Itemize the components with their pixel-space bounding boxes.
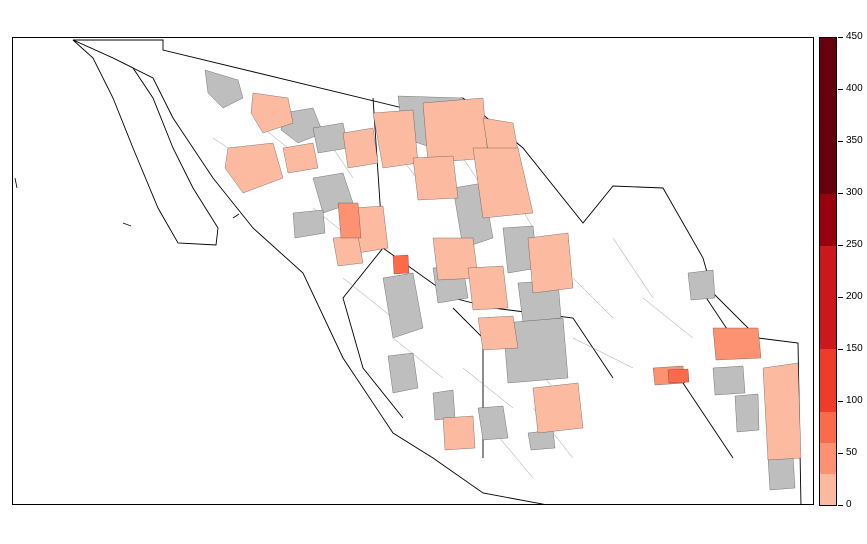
legend-tick-label: 300 [846,187,863,198]
region-shaded [467,265,509,311]
region-shaded [282,142,319,174]
region-missing [432,389,456,421]
legend-bin [820,297,836,350]
region-shaded [477,315,519,351]
region-missing [687,269,716,301]
legend-tick [838,89,843,90]
legend-tick-label: 150 [846,343,863,354]
region-missing [712,365,746,396]
coastline [14,177,240,227]
region-missing [312,122,349,154]
region-shaded [332,235,364,267]
legend-tick-label: 450 [846,31,863,42]
color-legend [819,37,837,506]
region-missing [477,405,509,441]
legend-bin [820,38,836,194]
legend-tick-label: 100 [846,395,863,406]
region-shaded [250,92,294,134]
legend-tick [838,37,843,38]
legend-tick [838,141,843,142]
legend-tick [838,401,843,402]
legend-tick-label: 50 [846,447,858,458]
peninsula-outline [72,39,219,246]
legend-tick [838,453,843,454]
region-shaded [712,327,762,361]
legend-tick-label: 0 [846,499,852,510]
region-shaded [337,202,362,239]
region-shaded [442,415,476,451]
map-panel [12,37,814,505]
legend-bin [820,473,836,495]
legend-tick [838,245,843,246]
choropleth-map [14,39,802,504]
region-missing [502,317,569,384]
region-missing [387,352,419,394]
legend-bin [820,349,836,402]
region-shaded [532,382,584,434]
region-shaded [392,254,410,275]
legend-tick [838,505,843,506]
legend-tick-label: 400 [846,83,863,94]
region-shaded [342,127,379,169]
legend-bin [820,193,836,246]
region-missing [292,209,326,239]
region-missing [767,455,796,491]
legend-tick [838,193,843,194]
legend-bin [820,401,836,412]
legend-bin [820,411,836,443]
region-missing [527,429,556,451]
region-shaded [472,147,534,219]
region-shaded [224,142,284,194]
legend-tick [838,349,843,350]
region-missing [382,272,424,339]
region-missing [204,69,244,109]
legend-bin [820,442,836,474]
region-shaded [762,362,802,461]
legend-tick-label: 350 [846,135,863,146]
legend-bin [820,245,836,298]
regions-layer [204,69,802,491]
legend-bin [820,494,836,505]
legend-tick-label: 250 [846,239,863,250]
region-shaded [412,155,459,201]
region-missing [734,393,760,433]
legend-tick [838,297,843,298]
region-shaded [527,232,574,294]
region-shaded [667,368,690,384]
legend-tick-label: 200 [846,291,863,302]
